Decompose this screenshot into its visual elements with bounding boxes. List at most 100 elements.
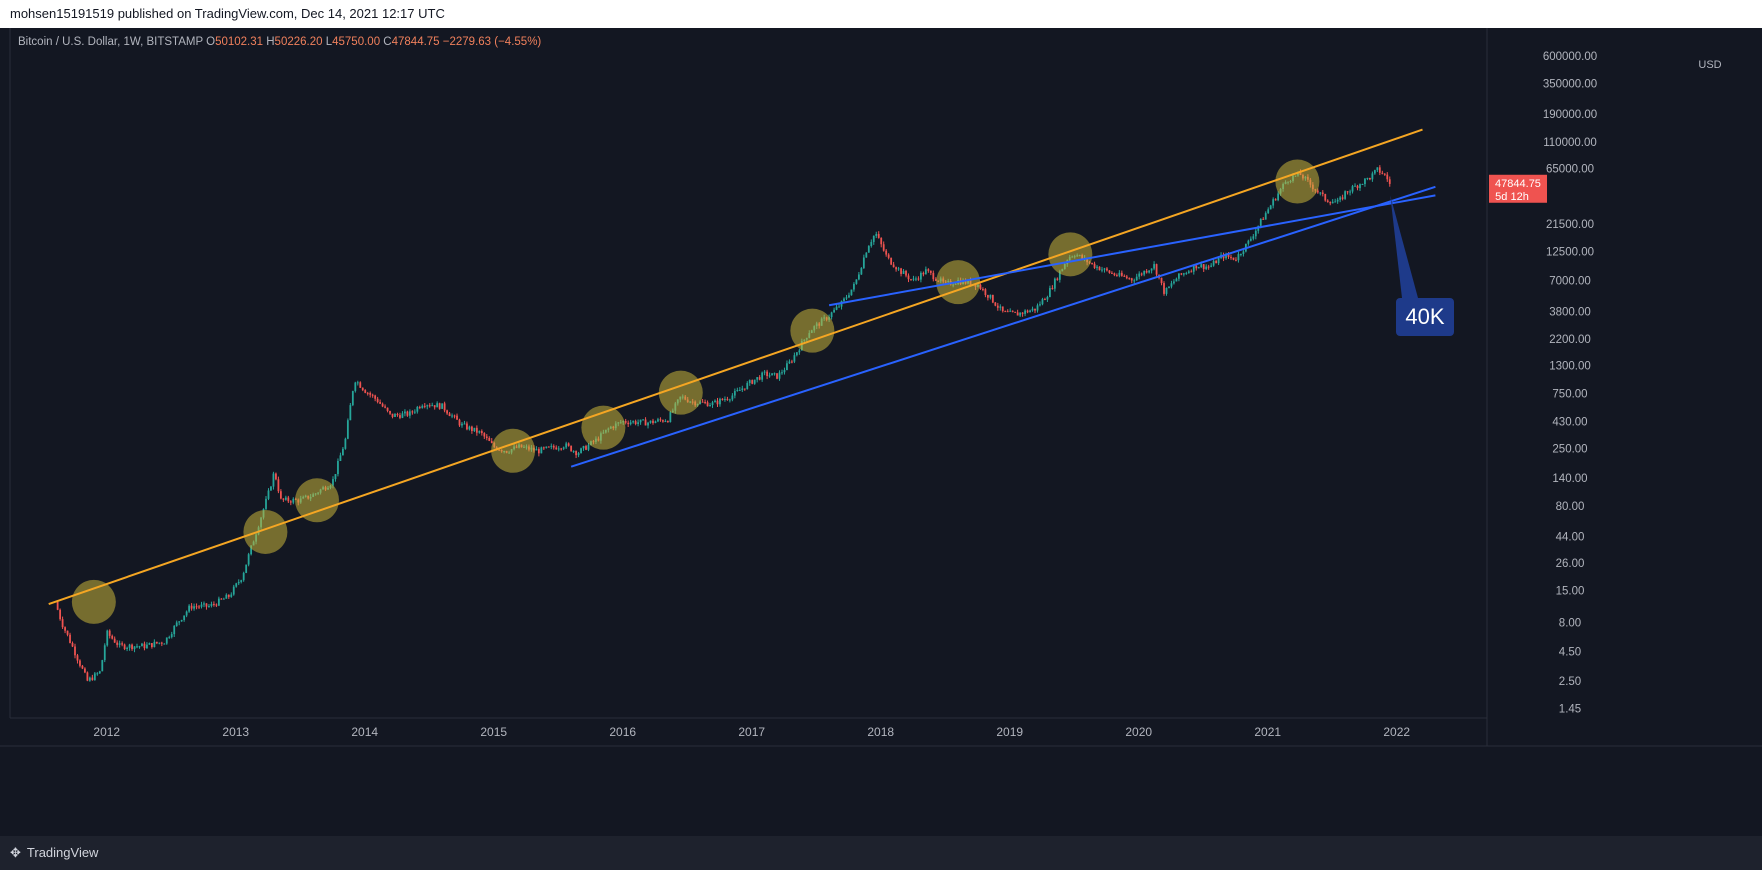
candle-body bbox=[1321, 192, 1324, 195]
candle-body bbox=[781, 372, 783, 374]
highlight-circle[interactable] bbox=[491, 428, 536, 473]
candle-body bbox=[1058, 271, 1061, 280]
candle-body bbox=[664, 421, 667, 423]
ohlc-legend: Bitcoin / U.S. Dollar, 1W, BITSTAMP O501… bbox=[18, 36, 541, 48]
orange-trendline[interactable] bbox=[48, 128, 1423, 605]
candle-body bbox=[1056, 278, 1059, 280]
blue-trendline[interactable] bbox=[828, 194, 1436, 307]
tradingview-logo-icon: ✥ bbox=[10, 845, 21, 860]
highlight-circle[interactable] bbox=[790, 308, 835, 353]
candle-body bbox=[902, 270, 905, 274]
y-tick-label: 21500.00 bbox=[1546, 219, 1594, 231]
candle-body bbox=[475, 427, 478, 433]
highlight-circle[interactable] bbox=[243, 509, 288, 554]
blue-trendline[interactable] bbox=[570, 185, 1436, 468]
candle-body bbox=[351, 391, 354, 406]
candle-body bbox=[118, 643, 121, 645]
candle-body bbox=[1195, 265, 1198, 269]
candle-body bbox=[1106, 268, 1108, 271]
currency-label: USD bbox=[1698, 59, 1721, 71]
candle-body bbox=[843, 298, 845, 302]
candle-body bbox=[897, 268, 900, 270]
candle-body bbox=[994, 302, 997, 306]
price-chart[interactable]: 600000.00 350000.00 190000.00 110000.00 6500… bbox=[0, 28, 1762, 836]
candle-body bbox=[547, 446, 550, 448]
candle-body bbox=[138, 646, 141, 648]
candle-body bbox=[912, 278, 915, 280]
candle-body bbox=[1140, 273, 1143, 275]
candle-body bbox=[535, 449, 538, 451]
candle-body bbox=[408, 411, 411, 416]
candle-body bbox=[783, 370, 786, 373]
candle-body bbox=[934, 279, 937, 281]
candle-body bbox=[1170, 283, 1173, 287]
callout-box[interactable] bbox=[1396, 298, 1454, 336]
highlight-circle[interactable] bbox=[1048, 232, 1093, 277]
candle-body bbox=[1336, 199, 1339, 202]
candle-body bbox=[728, 399, 731, 401]
open-label: O bbox=[206, 36, 216, 48]
candle-body bbox=[478, 431, 481, 433]
candle-body bbox=[560, 448, 563, 450]
highlight-circle[interactable] bbox=[658, 370, 703, 415]
candle-body bbox=[1200, 264, 1203, 268]
candle-body bbox=[217, 598, 220, 606]
candle-body bbox=[180, 619, 183, 622]
candle-body bbox=[838, 306, 840, 308]
candle-body bbox=[74, 646, 76, 656]
candle-body bbox=[344, 438, 347, 449]
candle-body bbox=[552, 445, 555, 448]
candle-body bbox=[1101, 269, 1103, 271]
candle-body bbox=[773, 373, 776, 375]
candle-body bbox=[346, 420, 349, 439]
candle-body bbox=[366, 392, 369, 394]
candle-body bbox=[637, 422, 640, 425]
candle-body bbox=[905, 270, 907, 276]
candle-body bbox=[1356, 185, 1359, 189]
candle-body bbox=[791, 361, 793, 363]
tradingview-brand[interactable]: ✥ TradingView bbox=[10, 836, 98, 870]
candle-body bbox=[222, 598, 225, 600]
candle-body bbox=[488, 437, 491, 441]
candle-body bbox=[867, 246, 870, 253]
candle-body bbox=[356, 382, 359, 384]
highlight-circle[interactable] bbox=[295, 478, 340, 523]
candle-body bbox=[205, 603, 208, 607]
candle-body bbox=[587, 444, 590, 450]
candle-body bbox=[230, 594, 233, 597]
candle-body bbox=[1254, 230, 1257, 237]
candle-body bbox=[133, 646, 136, 650]
candle-body bbox=[624, 421, 627, 423]
candle-body bbox=[1269, 205, 1272, 210]
candle-body bbox=[875, 234, 878, 236]
candle-body bbox=[629, 422, 632, 425]
candle-body bbox=[1009, 310, 1012, 312]
candle-body bbox=[550, 445, 553, 447]
chart-area[interactable]: 600000.00 350000.00 190000.00 110000.00 6500… bbox=[0, 28, 1762, 836]
candle-body bbox=[364, 390, 367, 393]
candle-body bbox=[220, 598, 223, 600]
highlight-circle[interactable] bbox=[1275, 159, 1320, 204]
candle-body bbox=[1150, 268, 1153, 271]
candle-body bbox=[1148, 270, 1151, 273]
candle-body bbox=[198, 606, 200, 608]
candle-body bbox=[793, 355, 796, 362]
candle-body bbox=[1383, 173, 1386, 175]
x-tick-label: 2013 bbox=[222, 725, 249, 739]
candle-body bbox=[289, 501, 292, 503]
candle-body bbox=[76, 655, 79, 661]
candle-body bbox=[736, 389, 739, 392]
candle-body bbox=[857, 274, 860, 280]
highlight-circle[interactable] bbox=[71, 579, 116, 624]
candle-body bbox=[917, 278, 920, 280]
candle-body bbox=[1212, 260, 1215, 266]
candle-body bbox=[991, 294, 994, 303]
y-tick-label: 430.00 bbox=[1552, 416, 1587, 428]
candle-body bbox=[235, 583, 238, 587]
candle-body bbox=[84, 668, 86, 673]
candle-body bbox=[468, 426, 471, 430]
candle-body bbox=[585, 446, 587, 450]
candle-body bbox=[1115, 275, 1118, 277]
candle-body bbox=[1019, 312, 1022, 316]
candle-body bbox=[160, 642, 163, 644]
